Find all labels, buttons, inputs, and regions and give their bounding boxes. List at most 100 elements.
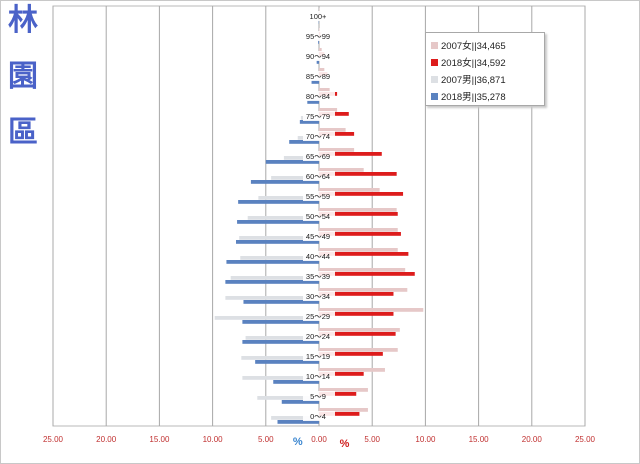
x-tick-label: 5.00 — [364, 435, 380, 444]
x-tick-label: 20.00 — [96, 435, 117, 444]
category-label: 10～14 — [306, 372, 330, 381]
bar-male-3-0 — [277, 420, 319, 424]
bar-male-2-0 — [271, 416, 319, 420]
district-char-1: 林 — [8, 3, 38, 38]
category-label: 80～84 — [306, 92, 330, 101]
legend-item-2007-male: 2007男||36,871 — [431, 72, 506, 86]
category-label: 100+ — [310, 12, 328, 21]
bar-female-0-8 — [319, 248, 398, 252]
category-label-bg — [303, 351, 335, 361]
category-label: 85～89 — [306, 72, 330, 81]
bar-male-2-12 — [271, 176, 319, 180]
category-label: 0～4 — [310, 412, 326, 421]
bar-male-2-9 — [239, 236, 319, 240]
bar-male-2-6 — [225, 296, 319, 300]
x-tick-label: 25.00 — [575, 435, 596, 444]
bar-male-3-10 — [237, 220, 319, 224]
x-tick-label: 10.00 — [415, 435, 436, 444]
bar-female-0-9 — [319, 228, 398, 232]
category-label-bg — [303, 31, 335, 41]
bar-male-3-19 — [318, 40, 319, 44]
bar-male-3-11 — [238, 200, 319, 204]
category-label-bg — [303, 151, 335, 161]
bar-female-1-7 — [319, 272, 415, 276]
bar-female-1-14 — [319, 132, 355, 136]
bar-female-0-16 — [319, 88, 330, 92]
bar-female-0-15 — [319, 108, 338, 112]
bar-female-1-1 — [319, 392, 357, 396]
bar-female-0-5 — [319, 308, 424, 312]
category-label: 30～34 — [306, 292, 330, 301]
bar-female-1-0 — [319, 412, 360, 416]
category-label-bg — [303, 411, 335, 421]
bar-male-2-3 — [241, 356, 319, 360]
category-label: 75～79 — [306, 112, 330, 121]
legend-label-2007-female: 2007女||34,465 — [441, 41, 506, 52]
legend-swatch-2018-male — [431, 93, 438, 100]
bar-female-1-10 — [319, 212, 398, 216]
bar-male-3-6 — [243, 300, 319, 304]
bar-male-3-16 — [307, 100, 319, 104]
district-char-2: 園 — [8, 59, 38, 94]
category-label-bg — [303, 291, 335, 301]
category-label: 90～94 — [306, 52, 330, 61]
bar-female-0-7 — [319, 268, 406, 272]
bar-male-3-4 — [242, 340, 319, 344]
x-tick-label: 15.00 — [469, 435, 490, 444]
x-tick-label: 20.00 — [522, 435, 543, 444]
bar-male-2-10 — [247, 216, 319, 220]
bar-male-2-8 — [240, 256, 319, 260]
category-label-bg — [303, 171, 335, 181]
bar-female-0-11 — [319, 188, 380, 192]
x-unit-right: % — [340, 438, 350, 450]
x-tick-label: 25.00 — [43, 435, 64, 444]
category-label-bg — [303, 331, 335, 341]
bar-male-2-11 — [258, 196, 319, 200]
category-label-bg — [303, 371, 335, 381]
legend-item-2018-male: 2018男||35,278 — [431, 89, 506, 103]
legend-swatch-2018-female — [431, 59, 438, 66]
category-label: 35～39 — [306, 272, 330, 281]
category-label: 45～49 — [306, 232, 330, 241]
bar-female-0-18 — [319, 48, 322, 52]
bar-female-0-17 — [319, 68, 325, 72]
category-label-bg — [303, 391, 335, 401]
category-label-bg — [303, 71, 335, 81]
bar-male-3-18 — [316, 60, 319, 64]
category-label-bg — [303, 311, 335, 321]
bar-male-3-7 — [225, 280, 319, 284]
category-label: 50～54 — [306, 212, 330, 221]
bar-male-2-13 — [283, 156, 319, 160]
bar-female-1-5 — [319, 312, 394, 316]
x-tick-label: 15.00 — [149, 435, 170, 444]
bar-female-1-11 — [319, 192, 404, 196]
category-label: 20～24 — [306, 332, 330, 341]
bar-female-0-12 — [319, 168, 364, 172]
bar-female-1-4 — [319, 332, 396, 336]
district-title: 林 園 區 — [6, 4, 44, 172]
bar-female-0-4 — [319, 328, 400, 332]
category-label-bg — [303, 191, 335, 201]
x-tick-label: 10.00 — [203, 435, 224, 444]
bar-female-1-2 — [319, 372, 364, 376]
category-label: 25～29 — [306, 312, 330, 321]
bar-male-3-13 — [265, 160, 319, 164]
category-label: 95～99 — [306, 32, 330, 41]
bar-female-1-9 — [319, 232, 401, 236]
category-label-bg — [303, 231, 335, 241]
bar-female-1-3 — [319, 352, 383, 356]
category-label-bg — [303, 271, 335, 281]
bar-male-2-5 — [214, 316, 319, 320]
bar-male-2-7 — [230, 276, 319, 280]
bar-female-0-14 — [319, 128, 346, 132]
bar-female-1-8 — [319, 252, 409, 256]
legend-label-2018-female: 2018女||34,592 — [441, 58, 506, 69]
x-tick-label: 0.00 — [311, 435, 327, 444]
bar-male-2-2 — [242, 376, 319, 380]
bar-male-3-12 — [250, 180, 319, 184]
bar-male-3-17 — [311, 80, 319, 84]
bar-female-0-13 — [319, 148, 355, 152]
bar-female-0-19 — [319, 28, 320, 32]
category-label-bg — [303, 131, 335, 141]
